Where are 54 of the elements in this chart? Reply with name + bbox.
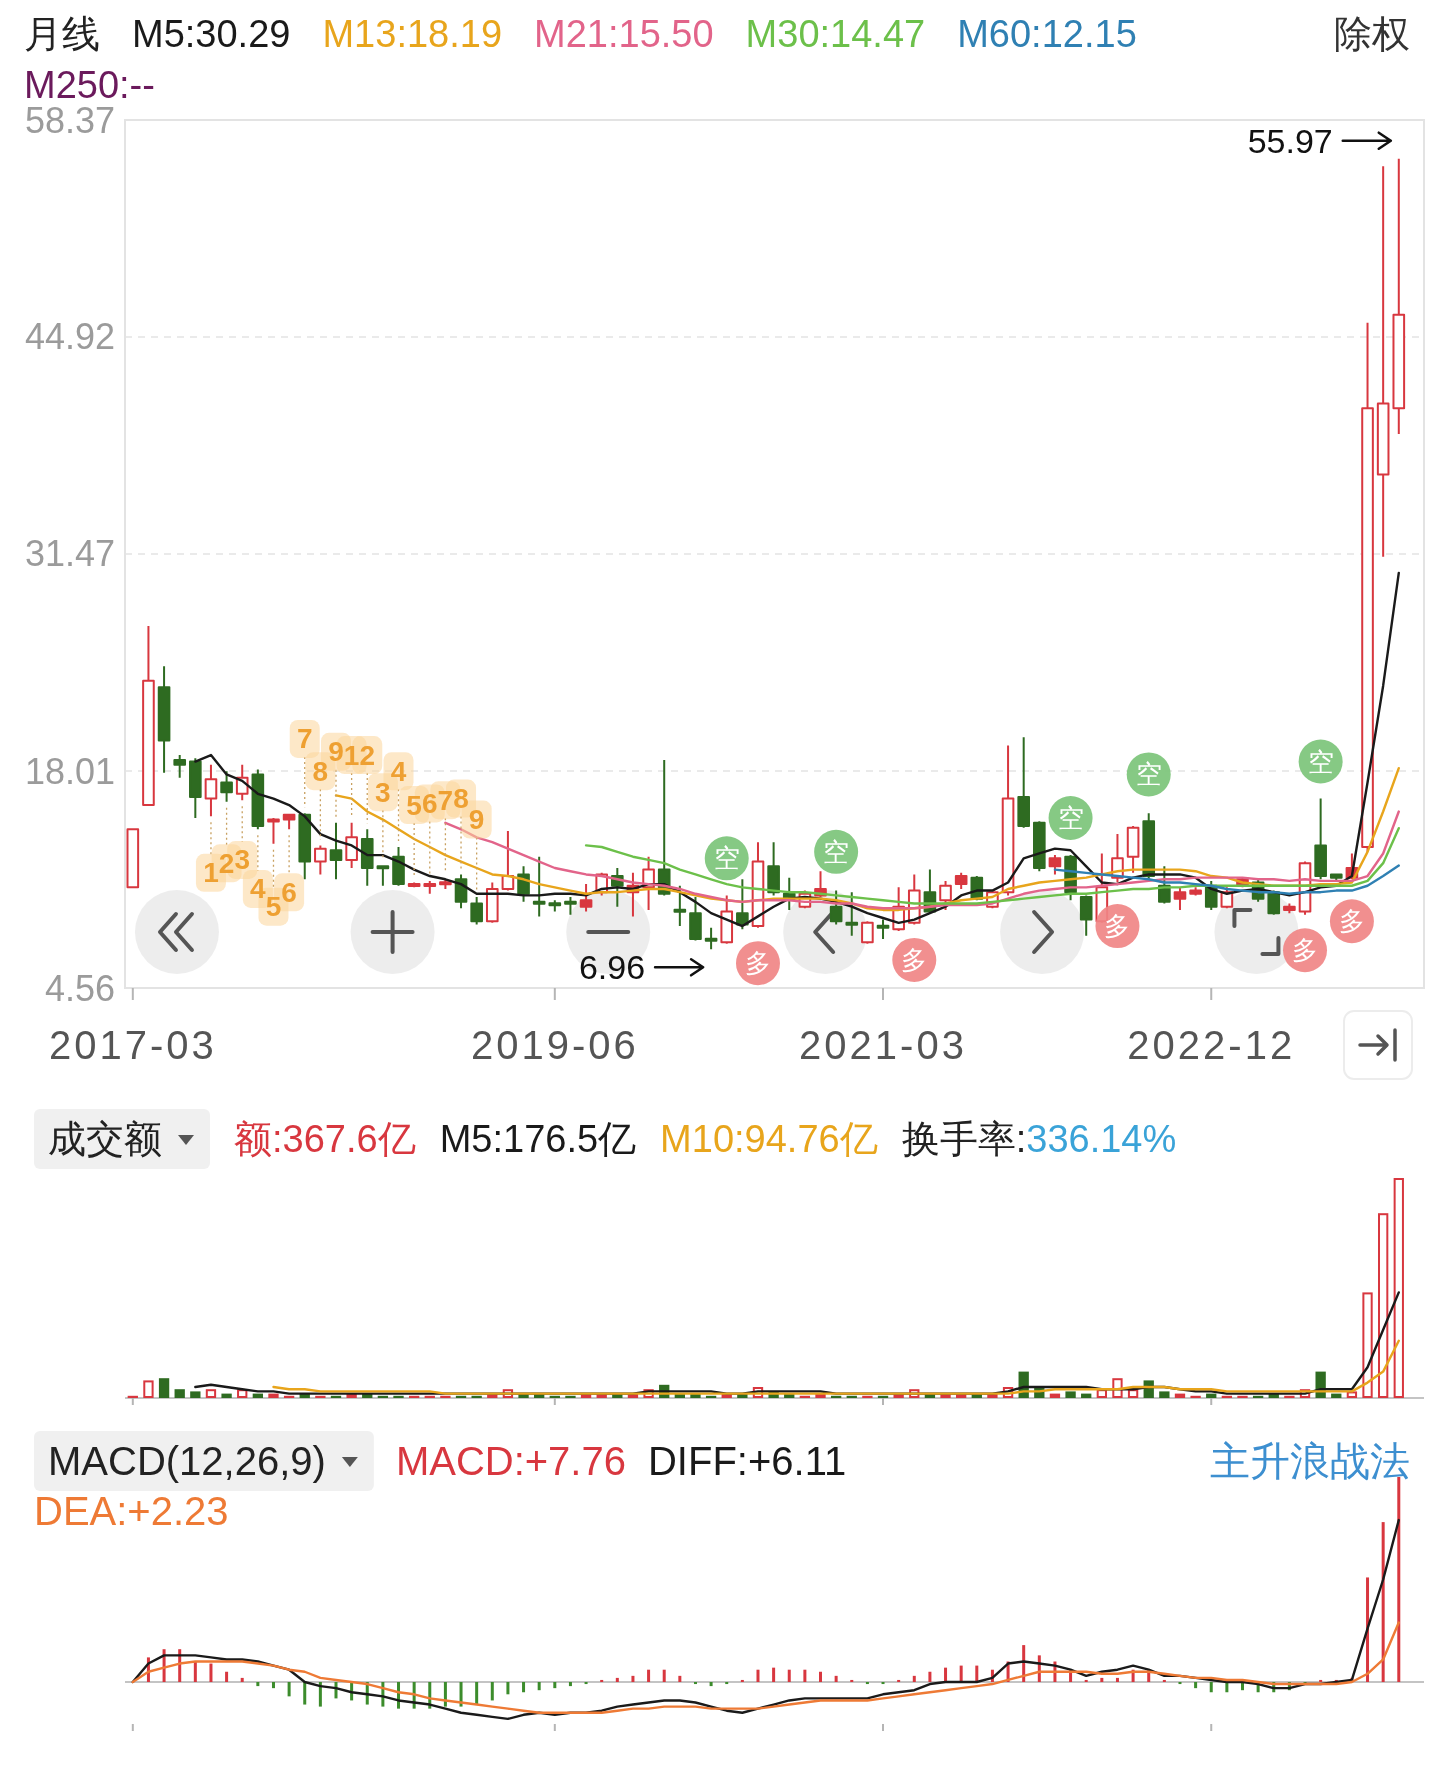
text: 额:367.6亿 bbox=[234, 1118, 416, 1160]
text: M30:14.47 bbox=[745, 13, 926, 55]
annotation: 6 bbox=[281, 876, 297, 908]
chart-title: MACD(12,26,9) bbox=[48, 1439, 326, 1483]
annotation: 4 bbox=[390, 755, 407, 787]
annotation: 2 bbox=[218, 847, 235, 879]
y-tick-label: 31.47 bbox=[24, 533, 115, 575]
annotation: 2 bbox=[359, 739, 376, 771]
annotation: 7 bbox=[437, 784, 454, 816]
annotation: 4 bbox=[250, 873, 267, 905]
x-tick-label: 2019-06 bbox=[470, 1023, 639, 1067]
chart-title: 月线 bbox=[24, 13, 100, 55]
text: M21:15.50 bbox=[534, 13, 714, 55]
text: 换手率:336.14% bbox=[901, 1118, 1177, 1160]
y-tick-label: 18.01 bbox=[24, 750, 115, 792]
text: M5:176.5亿 bbox=[439, 1118, 637, 1160]
data-label: 多 bbox=[901, 944, 928, 975]
annotation: 1 bbox=[343, 739, 360, 771]
data-label: 多 bbox=[744, 948, 771, 979]
text: M60:12.15 bbox=[957, 13, 1137, 55]
annotation: 主升浪战法 bbox=[1210, 1439, 1410, 1483]
x-tick-label: 2021-03 bbox=[799, 1023, 967, 1067]
annotation: 7 bbox=[296, 723, 313, 755]
data-label: 多 bbox=[1338, 906, 1365, 937]
data-label: 多 bbox=[1292, 935, 1319, 966]
data-label: 空 bbox=[1307, 746, 1334, 777]
text: M5:30.29 bbox=[132, 13, 291, 55]
annotation: 8 bbox=[312, 755, 329, 787]
annotation: 5 bbox=[406, 789, 422, 821]
text: 除权 bbox=[1334, 13, 1410, 55]
text: DEA:+2.23 bbox=[34, 1489, 229, 1533]
text: DIFF:+6.11 bbox=[647, 1439, 847, 1483]
annotation: 6 bbox=[421, 787, 438, 819]
annotation: 6.96 bbox=[578, 948, 646, 987]
y-tick-label: 4.56 bbox=[44, 967, 115, 1009]
annotation: 5 bbox=[265, 891, 282, 923]
text: M10:94.76亿 bbox=[660, 1118, 878, 1160]
chart-title: 成交额 bbox=[48, 1118, 162, 1160]
annotation: 9 bbox=[468, 804, 485, 836]
data-label: 空 bbox=[1135, 759, 1162, 790]
data-label: 空 bbox=[823, 836, 850, 867]
annotation: 9 bbox=[328, 736, 344, 768]
annotation: 55.97 bbox=[1247, 121, 1333, 160]
data-label: 空 bbox=[713, 843, 740, 874]
y-tick-label: 44.92 bbox=[24, 316, 115, 358]
annotation: 3 bbox=[234, 844, 251, 876]
x-tick-label: 2022-12 bbox=[1127, 1023, 1296, 1067]
text: M13:18.19 bbox=[322, 13, 503, 55]
data-label: 空 bbox=[1057, 802, 1084, 833]
x-tick-label: 2017-03 bbox=[48, 1023, 217, 1067]
annotation: 3 bbox=[375, 776, 391, 808]
annotation: 1 bbox=[203, 857, 219, 889]
annotation: 8 bbox=[453, 783, 469, 815]
data-label: 多 bbox=[1104, 911, 1131, 942]
